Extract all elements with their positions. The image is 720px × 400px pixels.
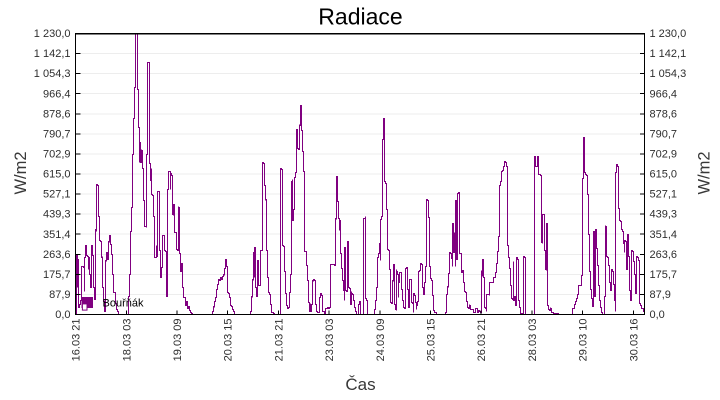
svg-text:527,1: 527,1 [43,189,71,201]
svg-text:966,4: 966,4 [650,88,678,100]
svg-text:1 142,1: 1 142,1 [34,48,71,60]
svg-text:1 230,0: 1 230,0 [34,28,71,40]
svg-text:Radiace: Radiace [318,4,402,30]
svg-text:87,9: 87,9 [49,289,70,301]
svg-text:351,4: 351,4 [650,229,678,241]
svg-text:24.03 09: 24.03 09 [375,319,387,362]
svg-text:1 142,1: 1 142,1 [650,48,687,60]
svg-text:527,1: 527,1 [650,189,678,201]
svg-text:0,0: 0,0 [650,309,665,321]
svg-text:702,9: 702,9 [650,149,678,161]
svg-text:Bouřňák: Bouřňák [103,298,144,310]
svg-text:16.03 21: 16.03 21 [71,319,83,362]
svg-text:26.03 21: 26.03 21 [476,319,488,362]
svg-text:25.03 15: 25.03 15 [426,319,438,362]
svg-text:790,7: 790,7 [650,128,678,140]
svg-text:0,0: 0,0 [55,309,70,321]
svg-text:29.03 10: 29.03 10 [578,319,590,362]
svg-text:21.03 21: 21.03 21 [273,319,285,362]
svg-text:615,0: 615,0 [43,169,71,181]
svg-text:Čas: Čas [345,375,375,394]
svg-text:878,6: 878,6 [650,108,678,120]
svg-text:966,4: 966,4 [43,88,71,100]
svg-text:263,6: 263,6 [650,249,678,261]
svg-text:702,9: 702,9 [43,149,71,161]
svg-text:175,7: 175,7 [650,269,678,281]
svg-text:1 054,3: 1 054,3 [650,68,687,80]
svg-text:W/m2: W/m2 [12,151,30,194]
svg-text:18.03 03: 18.03 03 [121,319,133,362]
svg-text:20.03 15: 20.03 15 [223,319,235,362]
svg-text:1 054,3: 1 054,3 [34,68,71,80]
svg-text:30.03 16: 30.03 16 [628,319,640,362]
svg-text:175,7: 175,7 [43,269,71,281]
svg-text:W/m2: W/m2 [696,151,714,194]
svg-text:87,9: 87,9 [650,289,671,301]
svg-text:878,6: 878,6 [43,108,71,120]
svg-text:439,3: 439,3 [43,209,71,221]
svg-text:1 230,0: 1 230,0 [650,28,687,40]
svg-text:615,0: 615,0 [650,169,678,181]
svg-text:439,3: 439,3 [650,209,678,221]
svg-text:263,6: 263,6 [43,249,71,261]
svg-text:790,7: 790,7 [43,128,71,140]
svg-text:19.03 09: 19.03 09 [172,319,184,362]
svg-text:351,4: 351,4 [43,229,71,241]
svg-text:28.03 03: 28.03 03 [527,319,539,362]
svg-text:23.03 03: 23.03 03 [324,319,336,362]
